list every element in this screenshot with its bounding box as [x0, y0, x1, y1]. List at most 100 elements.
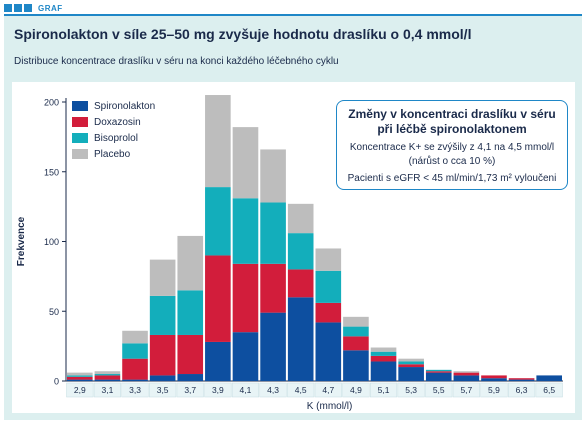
x-tick-label: 5,5 [433, 385, 445, 395]
y-tick-label: 50 [49, 307, 59, 317]
legend: Spironolakton Doxazosin Bisoprolol Placebo [72, 98, 155, 162]
x-tick-box [397, 382, 425, 398]
bar-bisoprolol-4 [177, 290, 204, 335]
bar-placebo-5 [205, 95, 231, 188]
bar-bisoprolol-3 [149, 295, 176, 335]
x-axis-label: K (mmol/l) [307, 401, 353, 412]
x-tick-box [480, 382, 508, 398]
legend-item: Spironolakton [72, 98, 155, 114]
legend-swatch [72, 149, 88, 159]
legend-swatch [72, 117, 88, 127]
bar-doxazosin-6 [232, 263, 259, 333]
bar-placebo-7 [260, 149, 286, 203]
bar-spironolakton-14 [453, 375, 480, 381]
bar-spironolakton-16 [508, 379, 535, 381]
bar-placebo-11 [370, 347, 397, 352]
legend-item: Placebo [72, 146, 155, 162]
x-tick-label: 3,9 [212, 385, 224, 395]
bar-doxazosin-7 [260, 263, 286, 313]
info-title-line2: při léčbě spironolaktonem [377, 122, 527, 136]
info-title-line1: Změny v koncentraci draslíku v séru [348, 107, 556, 121]
x-tick-label: 5,7 [460, 385, 472, 395]
bar-bisoprolol-9 [315, 270, 342, 303]
legend-label: Spironolakton [94, 100, 156, 112]
bar-doxazosin-5 [205, 255, 231, 342]
legend-label: Bisoprolol [94, 132, 138, 144]
tag-square-icon [14, 4, 22, 12]
bar-bisoprolol-2 [122, 343, 148, 359]
x-tick-box [66, 382, 94, 398]
bar-spironolakton-10 [343, 350, 369, 381]
bar-bisoprolol-1 [94, 374, 121, 376]
legend-item: Bisoprolol [72, 130, 155, 146]
bar-doxazosin-8 [287, 269, 314, 298]
bar-placebo-9 [315, 248, 342, 271]
x-tick-label: 6,3 [516, 385, 528, 395]
bar-doxazosin-13 [425, 371, 452, 373]
bar-placebo-14 [453, 371, 480, 373]
bar-bisoprolol-11 [370, 351, 397, 356]
bar-doxazosin-0 [67, 376, 93, 380]
bar-placebo-12 [398, 358, 424, 362]
bar-spironolakton-5 [205, 341, 231, 381]
info-line-1: Koncentrace K+ se zvýšily z 4,1 na 4,5 m… [349, 142, 555, 153]
x-tick-label: 6,5 [543, 385, 555, 395]
bar-spironolakton-2 [122, 379, 148, 381]
bar-bisoprolol-12 [398, 361, 424, 365]
bar-spironolakton-12 [398, 367, 424, 381]
x-tick-label: 4,9 [350, 385, 362, 395]
x-tick-box [176, 382, 204, 398]
tag-square-icon [4, 4, 12, 12]
section-tag: GRAF [4, 3, 63, 13]
bar-spironolakton-1 [94, 379, 121, 381]
info-line-3: Pacienti s eGFR < 45 ml/min/1,73 m² vylo… [347, 173, 557, 184]
x-tick-label: 3,3 [129, 385, 141, 395]
bar-spironolakton-7 [260, 312, 286, 381]
bar-placebo-0 [67, 372, 93, 376]
x-tick-box [287, 382, 315, 398]
x-tick-box [342, 382, 370, 398]
bar-spironolakton-0 [67, 379, 93, 381]
bar-placebo-2 [122, 330, 148, 344]
x-tick-label: 5,3 [405, 385, 417, 395]
bar-placebo-3 [149, 259, 176, 296]
legend-swatch [72, 101, 88, 111]
x-tick-box [204, 382, 232, 398]
x-tick-label: 3,1 [102, 385, 114, 395]
bar-doxazosin-15 [481, 375, 507, 379]
bar-placebo-10 [343, 316, 369, 327]
info-box: Změny v koncentraci draslíku v séru při … [336, 100, 568, 190]
x-tick-label: 5,9 [488, 385, 500, 395]
x-tick-label: 3,7 [184, 385, 196, 395]
bar-spironolakton-9 [315, 322, 342, 381]
legend-label: Placebo [94, 148, 131, 160]
bar-placebo-4 [177, 235, 204, 291]
x-tick-box [425, 382, 453, 398]
y-tick-label: 0 [54, 377, 59, 387]
bar-doxazosin-4 [177, 334, 204, 375]
chart-title: Spironolakton v síle 25–50 mg zvyšuje ho… [14, 26, 472, 42]
x-tick-box [314, 382, 342, 398]
tag-label: GRAF [38, 3, 63, 13]
bar-spironolakton-15 [481, 378, 507, 381]
bar-bisoprolol-8 [287, 233, 314, 270]
bar-bisoprolol-6 [232, 198, 259, 264]
bar-doxazosin-11 [370, 355, 397, 362]
legend-swatch [72, 133, 88, 143]
bar-spironolakton-3 [149, 375, 176, 381]
bar-placebo-6 [232, 127, 259, 199]
bar-spironolakton-8 [287, 297, 314, 381]
x-tick-label: 3,5 [157, 385, 169, 395]
bar-bisoprolol-10 [343, 326, 369, 337]
bar-spironolakton-11 [370, 361, 397, 381]
bar-doxazosin-10 [343, 336, 369, 351]
bar-doxazosin-9 [315, 302, 342, 323]
bar-doxazosin-12 [398, 364, 424, 368]
x-tick-label: 2,9 [74, 385, 86, 395]
bar-doxazosin-16 [508, 378, 535, 380]
bar-spironolakton-13 [425, 372, 452, 381]
bar-spironolakton-6 [232, 332, 259, 381]
bar-doxazosin-3 [149, 334, 176, 376]
x-tick-box [121, 382, 149, 398]
